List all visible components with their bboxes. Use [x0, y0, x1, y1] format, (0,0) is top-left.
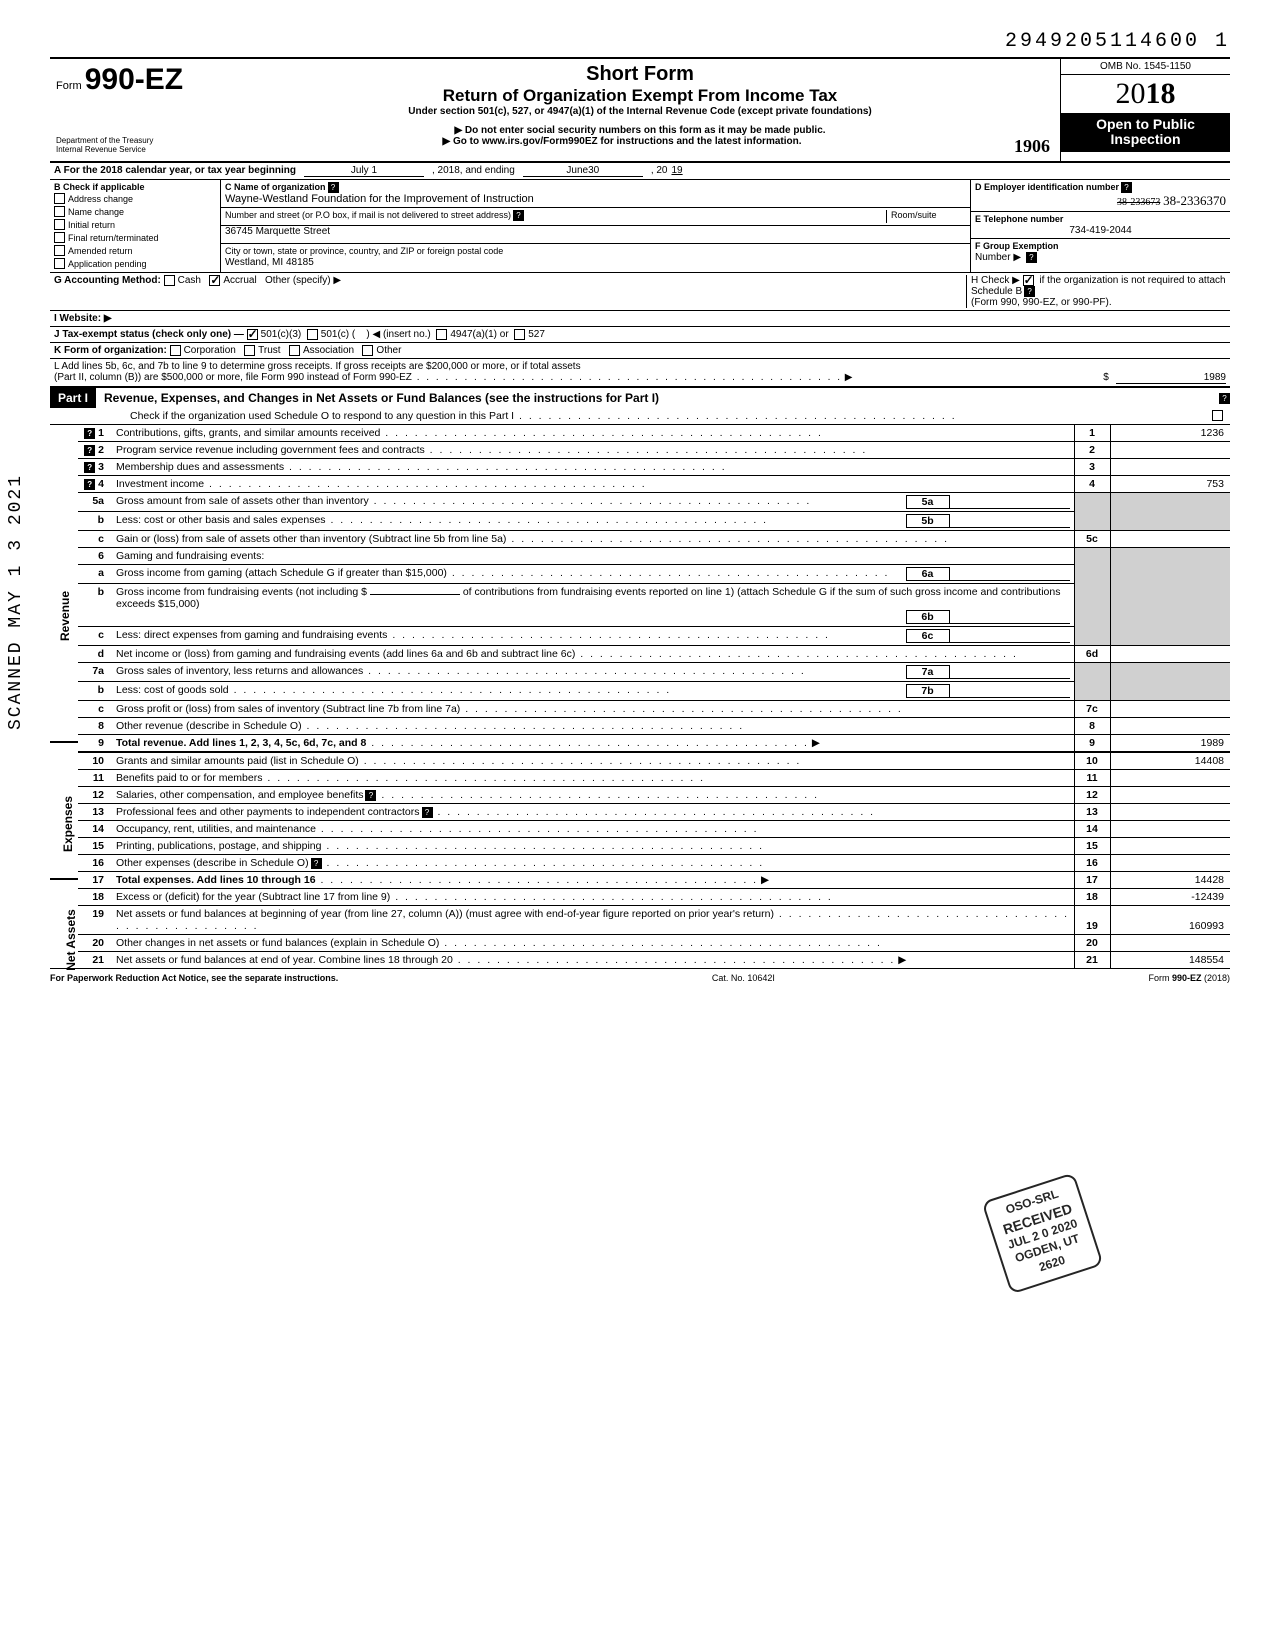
line-13: 13Professional fees and other payments t…: [78, 804, 1230, 821]
part-1-header: Part I Revenue, Expenses, and Changes in…: [50, 386, 1230, 408]
line-3: ? 3Membership dues and assessments3: [78, 459, 1230, 476]
title-main: Return of Organization Exempt From Incom…: [230, 86, 1050, 106]
line-7a: 7aGross sales of inventory, less returns…: [78, 663, 1230, 682]
org-name: Wayne-Westland Foundation for the Improv…: [225, 193, 534, 205]
help-icon[interactable]: ?: [1219, 393, 1230, 404]
line-k-form-org: K Form of organization: Corporation Trus…: [50, 343, 1230, 359]
omb-number: OMB No. 1545-1150: [1061, 59, 1230, 75]
line-l-gross-receipts: L Add lines 5b, 6c, and 7b to line 9 to …: [50, 359, 1230, 386]
check-schedule-o-part1[interactable]: [1212, 410, 1223, 421]
line-i-website: I Website: ▶: [50, 311, 1230, 327]
instr-ssn: Do not enter social security numbers on …: [230, 125, 1050, 136]
form-header: Form 990-EZ Department of the Treasury I…: [50, 57, 1230, 161]
line-21: 21Net assets or fund balances at end of …: [78, 952, 1230, 969]
check-application-pending[interactable]: [54, 258, 65, 269]
line-7b: bLess: cost of goods sold7b: [78, 682, 1230, 701]
check-trust[interactable]: [244, 345, 255, 356]
check-corporation[interactable]: [170, 345, 181, 356]
instr-url: Go to www.irs.gov/Form990EZ for instruct…: [230, 136, 1014, 157]
col-d-e-f: D Employer identification number? 38-233…: [970, 180, 1230, 272]
help-icon[interactable]: ?: [1024, 286, 1035, 297]
form-code: 990-EZ: [85, 63, 183, 96]
check-h-schedule-b[interactable]: [1023, 275, 1034, 286]
received-stamp: OSO-SRL RECEIVED JUL 2 0 2020 OGDEN, UT …: [981, 1173, 1103, 1295]
ein-struck: 38-233673: [1117, 197, 1160, 208]
scanned-stamp-side: SCANNED MAY 1 3 2021: [6, 474, 26, 730]
line-15: 15Printing, publications, postage, and s…: [78, 838, 1230, 855]
line-18: 18Excess or (deficit) for the year (Subt…: [78, 889, 1230, 906]
title-short: Short Form: [230, 63, 1050, 86]
handwritten-code: 1906: [1014, 136, 1050, 157]
org-city: Westland, MI 48185: [225, 257, 314, 268]
line-19: 19Net assets or fund balances at beginni…: [78, 906, 1230, 935]
check-527[interactable]: [514, 329, 525, 340]
check-accrual[interactable]: [209, 275, 220, 286]
check-association[interactable]: [289, 345, 300, 356]
line-5a: 5aGross amount from sale of assets other…: [78, 493, 1230, 512]
line-2: ? 2Program service revenue including gov…: [78, 442, 1230, 459]
check-cash[interactable]: [164, 275, 175, 286]
line-6: 6Gaming and fundraising events:: [78, 548, 1230, 565]
line-5c: cGain or (loss) from sale of assets othe…: [78, 531, 1230, 548]
form-page: SCANNED MAY 1 3 2021 2949205114600 1 For…: [50, 30, 1230, 983]
form-prefix: Form: [56, 80, 82, 92]
open-public-badge: Open to Public Inspection: [1061, 113, 1230, 152]
ein: 38-2336370: [1163, 193, 1226, 208]
help-icon[interactable]: ?: [328, 182, 339, 193]
line-17: 17Total expenses. Add lines 10 through 1…: [78, 872, 1230, 889]
line-20: 20Other changes in net assets or fund ba…: [78, 935, 1230, 952]
tax-year: 2018: [1061, 75, 1230, 113]
line-4: ? 4Investment income4753: [78, 476, 1230, 493]
dept-irs: Internal Revenue Service: [56, 146, 214, 155]
check-amended-return[interactable]: [54, 245, 65, 256]
side-label-netassets: Net Assets: [64, 909, 78, 971]
document-number: 2949205114600 1: [50, 30, 1230, 53]
part-1-table: ? 1Contributions, gifts, grants, and sim…: [78, 425, 1230, 968]
phone: 734-419-2044: [975, 225, 1226, 236]
check-final-return[interactable]: [54, 232, 65, 243]
gross-receipts-amt: 1989: [1116, 372, 1226, 384]
line-g-h: G Accounting Method: Cash Accrual Other …: [50, 273, 1230, 311]
check-initial-return[interactable]: [54, 219, 65, 230]
col-b-checkboxes: B Check if applicable Address change Nam…: [50, 180, 220, 272]
line-10: 10Grants and similar amounts paid (list …: [78, 752, 1230, 770]
col-c-org-info: C Name of organization? Wayne-Westland F…: [220, 180, 970, 272]
help-icon[interactable]: ?: [1026, 252, 1037, 263]
check-address-change[interactable]: [54, 193, 65, 204]
check-4947a1[interactable]: [436, 329, 447, 340]
line-5b: bLess: cost or other basis and sales exp…: [78, 512, 1230, 531]
line-1: ? 1Contributions, gifts, grants, and sim…: [78, 425, 1230, 442]
line-11: 11Benefits paid to or for members11: [78, 770, 1230, 787]
help-icon[interactable]: ?: [1121, 182, 1132, 193]
part-1-body: Revenue Expenses Net Assets OSO-SRL RECE…: [50, 425, 1230, 968]
title-sub: Under section 501(c), 527, or 4947(a)(1)…: [230, 106, 1050, 117]
line-j-tax-status: J Tax-exempt status (check only one) — 5…: [50, 327, 1230, 343]
help-icon[interactable]: ?: [513, 210, 524, 221]
line-a-tax-year: A For the 2018 calendar year, or tax yea…: [50, 161, 1230, 180]
line-6b: bGross income from fundraising events (n…: [78, 584, 1230, 627]
side-label-revenue: Revenue: [58, 591, 72, 641]
entity-info-block: B Check if applicable Address change Nam…: [50, 180, 1230, 273]
side-label-expenses: Expenses: [61, 796, 75, 852]
check-name-change[interactable]: [54, 206, 65, 217]
check-501c3[interactable]: [247, 329, 258, 340]
line-9: 9Total revenue. Add lines 1, 2, 3, 4, 5c…: [78, 735, 1230, 753]
line-6c: cLess: direct expenses from gaming and f…: [78, 627, 1230, 646]
check-other-org[interactable]: [362, 345, 373, 356]
page-footer: For Paperwork Reduction Act Notice, see …: [50, 968, 1230, 983]
line-6a: aGross income from gaming (attach Schedu…: [78, 565, 1230, 584]
line-16: 16Other expenses (describe in Schedule O…: [78, 855, 1230, 872]
org-street: 36745 Marquette Street: [225, 226, 330, 237]
line-8: 8Other revenue (describe in Schedule O)8: [78, 718, 1230, 735]
check-501c[interactable]: [307, 329, 318, 340]
line-6d: dNet income or (loss) from gaming and fu…: [78, 646, 1230, 663]
line-7c: cGross profit or (loss) from sales of in…: [78, 701, 1230, 718]
line-14: 14Occupancy, rent, utilities, and mainte…: [78, 821, 1230, 838]
line-12: 12Salaries, other compensation, and empl…: [78, 787, 1230, 804]
